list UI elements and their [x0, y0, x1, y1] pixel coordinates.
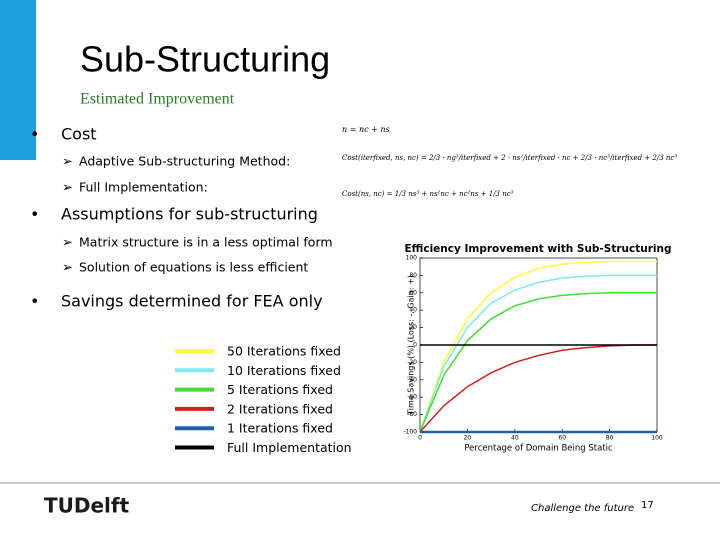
logo: TUDelft — [44, 494, 130, 518]
bullet-dot: • — [30, 125, 39, 144]
sub-bullet: Solution of equations is less efficient — [79, 260, 308, 275]
y-axis-label: Time Savings (%) (Loss: -, Gain: +) — [407, 275, 416, 416]
subtitle: Estimated Improvement — [80, 91, 235, 108]
bullet: Savings determined for FEA only — [61, 292, 323, 311]
x-tick-label: 20 — [464, 435, 472, 442]
sub-bullet: Matrix structure is in a less optimal fo… — [79, 235, 333, 250]
x-tick-label: 40 — [511, 435, 519, 442]
y-tick-label: -20 — [407, 359, 417, 366]
accent-bar — [0, 0, 36, 160]
series-line — [419, 292, 657, 433]
equation: Cost(ns, nc) = 1/3 ns³ + ns²nc + nc²ns +… — [342, 190, 514, 198]
bullet-dot: • — [30, 205, 39, 224]
x-axis-label: Percentage of Domain Being Static — [464, 444, 613, 454]
sub-bullet: Adaptive Sub-structuring Method: — [79, 154, 290, 169]
equation: n = nc + ns — [342, 125, 390, 134]
y-tick-label: 60 — [409, 289, 417, 296]
y-tick-label: 100 — [406, 255, 418, 262]
y-tick-label: 40 — [409, 307, 417, 314]
series-line — [419, 260, 657, 433]
chart-title: Efficiency Improvement with Sub-Structur… — [404, 243, 671, 255]
legend-label: 2 Iterations fixed — [227, 401, 333, 416]
bullet: Cost — [61, 125, 97, 144]
sub-arrow: ➢ — [62, 155, 73, 170]
slide-title: Sub-Structuring — [80, 39, 330, 80]
x-tick-label: 0 — [418, 435, 422, 442]
x-tick-label: 80 — [606, 435, 614, 442]
sub-arrow: ➢ — [62, 181, 73, 196]
bullet-dot: • — [30, 292, 39, 311]
x-tick-label: 60 — [558, 435, 566, 442]
legend-label: 50 Iterations fixed — [227, 344, 341, 359]
bullet: Assumptions for sub-structuring — [61, 205, 318, 224]
y-tick-label: 20 — [409, 324, 417, 331]
y-tick-label: -60 — [407, 394, 417, 401]
y-tick-label: 80 — [409, 272, 417, 279]
series-line — [419, 274, 657, 433]
legend-label: 5 Iterations fixed — [227, 382, 333, 397]
sub-bullet: Full Implementation: — [79, 180, 208, 195]
y-tick-label: -100 — [403, 429, 417, 436]
legend-label: Full Implementation — [227, 440, 352, 455]
page-number: 17 — [641, 500, 654, 511]
sub-arrow: ➢ — [62, 236, 73, 251]
y-tick-label: -80 — [407, 411, 417, 418]
y-tick-label: 0 — [413, 342, 417, 349]
legend-label: 1 Iterations fixed — [227, 421, 333, 436]
y-tick-label: -40 — [407, 376, 417, 383]
tagline: Challenge the future — [531, 503, 634, 514]
sub-arrow: ➢ — [62, 261, 73, 276]
x-tick-label: 100 — [651, 435, 663, 442]
equation: Cost(iterfixed, ns, nc) = 2/3 · ng³/iter… — [342, 154, 677, 162]
legend-label: 10 Iterations fixed — [227, 363, 341, 378]
